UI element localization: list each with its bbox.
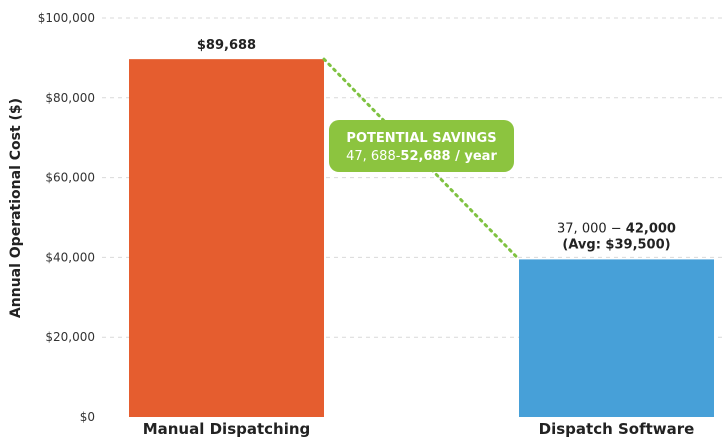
category-labels: Manual Dispatching Dispatch Software bbox=[143, 420, 695, 437]
bar-manual-dispatching bbox=[129, 59, 324, 418]
y-tick-label: $80,000 bbox=[45, 91, 95, 105]
bar-label-software-avg: (Avg: $39,500) bbox=[562, 237, 670, 252]
bar-label-manual: $89,688 bbox=[197, 38, 256, 53]
y-axis-ticks: $0 $20,000 $40,000 $60,000 $80,000 $100,000 bbox=[38, 11, 95, 424]
y-tick-label: $0 bbox=[80, 410, 95, 424]
bar-dispatch-software bbox=[519, 259, 714, 417]
bar-label-manual-value: $89,688 bbox=[197, 38, 256, 53]
y-tick-label: $40,000 bbox=[45, 250, 95, 264]
savings-box bbox=[329, 120, 514, 172]
savings-title: POTENTIAL SAVINGS bbox=[346, 131, 496, 146]
savings-value: 47, 688-52,688 / year bbox=[346, 149, 497, 164]
bar-label-software-range: 37, 000 − 42,000 bbox=[557, 221, 676, 236]
bar-label-software: 37, 000 − 42,000 (Avg: $39,500) bbox=[557, 221, 676, 252]
y-tick-label: $20,000 bbox=[45, 330, 95, 344]
y-tick-label: $60,000 bbox=[45, 171, 95, 185]
y-tick-label: $100,000 bbox=[38, 11, 95, 25]
savings-annotation: POTENTIAL SAVINGS 47, 688-52,688 / year bbox=[329, 120, 514, 172]
category-label-manual-dispatching: Manual Dispatching bbox=[143, 420, 311, 437]
bars bbox=[129, 59, 714, 418]
category-label-dispatch-software: Dispatch Software bbox=[539, 420, 695, 437]
y-axis-label: Annual Operational Cost ($) bbox=[8, 98, 24, 318]
